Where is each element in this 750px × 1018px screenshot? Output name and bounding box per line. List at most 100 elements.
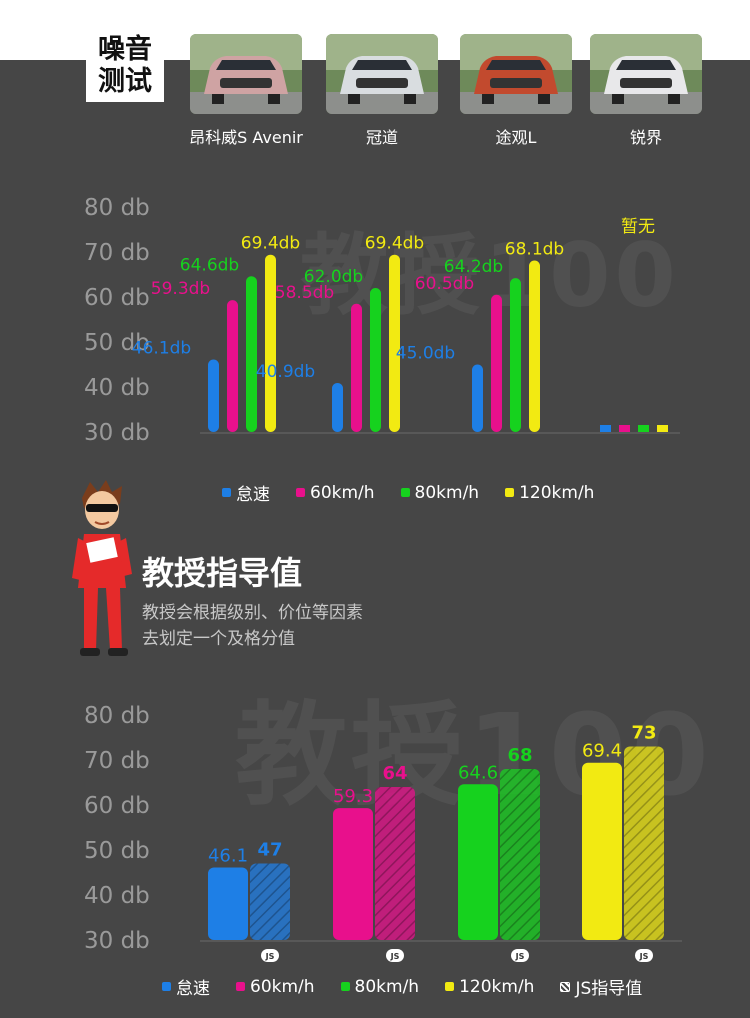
data-label: 64.6 xyxy=(458,762,498,783)
legend-swatch xyxy=(340,982,350,991)
car-name: 途观L xyxy=(495,128,537,147)
js-badge xyxy=(261,949,279,962)
car-card: 昂科威S Avenir xyxy=(187,34,305,148)
data-label: 68 xyxy=(507,745,532,766)
js-badge-label: JS xyxy=(639,952,649,961)
guide-desc-line2: 去划定一个及格分值 xyxy=(142,629,295,649)
data-label: 59.3db xyxy=(151,279,210,299)
data-label: 64.2db xyxy=(444,257,503,277)
y-tick-label: 80 db xyxy=(84,703,150,729)
legend-item: 怠速 xyxy=(222,480,270,505)
legend-swatch xyxy=(400,488,410,497)
watermark: 教授100 xyxy=(300,224,680,327)
bar-measured xyxy=(333,808,373,940)
legend-label: JS指导值 xyxy=(575,979,643,999)
data-label: 64 xyxy=(382,763,407,784)
bar xyxy=(389,254,400,432)
bar xyxy=(332,382,343,432)
legend-item: JS指导值 xyxy=(560,974,642,999)
white-suv-photo xyxy=(326,34,438,114)
guide-title: 教授指导值 xyxy=(142,554,303,592)
data-label: 59.3 xyxy=(333,786,373,807)
y-tick-label: 50 db xyxy=(84,330,150,356)
js-badge-label: JS xyxy=(390,952,400,961)
bar xyxy=(491,294,502,432)
guide-chart-legend: 怠速 60km/h 80km/h 120km/h JS指导值 xyxy=(162,974,668,999)
js-badge-label: JS xyxy=(265,952,275,961)
car-name: 昂科威S Avenir xyxy=(189,128,303,147)
guide-desc-line1: 教授会根据级别、价位等因素 xyxy=(142,603,363,623)
car-card: 途观L xyxy=(457,34,575,148)
legend-swatch xyxy=(505,488,515,497)
legend-label: 怠速 xyxy=(176,979,210,999)
legend-label: 120km/h xyxy=(519,482,595,503)
guide-description: 教授会根据级别、价位等因素 去划定一个及格分值 xyxy=(142,600,363,652)
car-card: 锐界 xyxy=(587,34,705,148)
bar xyxy=(351,303,362,432)
data-label: 64.6db xyxy=(180,255,239,275)
js-badge xyxy=(635,949,653,962)
legend-swatch xyxy=(236,982,245,991)
title-line1: 噪音 xyxy=(98,34,152,65)
legend-swatch xyxy=(560,981,571,992)
data-label: 60.5db xyxy=(415,274,474,294)
guide-chart: 80 db 70 db 60 db 50 db 40 db 30 db 46.1 47 JS 59… xyxy=(84,703,682,962)
data-label: 73 xyxy=(631,723,656,744)
bar-measured xyxy=(458,784,498,940)
data-label: 45.0db xyxy=(396,344,455,364)
bar-measured xyxy=(208,867,248,940)
js-badge xyxy=(511,949,529,962)
red-suv-photo xyxy=(460,34,572,114)
data-label: 58.5db xyxy=(275,283,334,303)
bar-missing xyxy=(619,425,630,432)
data-label: 69.4db xyxy=(365,234,424,254)
car-card: 冠道 xyxy=(323,34,441,148)
legend-item: 120km/h xyxy=(505,483,594,503)
car-name: 冠道 xyxy=(365,128,398,147)
data-label: 69.4db xyxy=(241,234,300,254)
missing-data-label: 暂无 xyxy=(621,217,655,237)
bar xyxy=(370,288,381,432)
y-tick-label: 30 db xyxy=(84,928,150,954)
section-title: 噪音 测试 xyxy=(86,30,164,102)
y-tick-label: 60 db xyxy=(84,793,150,819)
bar-missing xyxy=(600,425,611,432)
bar-missing xyxy=(638,425,649,432)
white-suv-photo xyxy=(590,34,702,114)
bar xyxy=(472,364,483,432)
data-label: 47 xyxy=(257,840,282,861)
bar-guide xyxy=(250,863,290,940)
legend-swatch xyxy=(445,982,455,991)
bar xyxy=(510,278,521,432)
data-label: 62.0db xyxy=(304,267,363,287)
y-tick-label: 40 db xyxy=(84,375,150,401)
y-tick-label: 70 db xyxy=(84,240,150,266)
bar xyxy=(246,276,257,432)
legend-item: 80km/h xyxy=(400,482,480,503)
bar xyxy=(265,254,276,432)
data-label: 46.1 xyxy=(208,846,248,867)
legend-item: 80km/h xyxy=(340,976,420,997)
y-tick-label: 80 db xyxy=(84,195,150,221)
legend-item: 120km/h xyxy=(445,977,534,997)
bar-guide xyxy=(375,787,415,940)
noise-chart: 80 db 70 db 60 db 50 db 40 db 30 db 46.1db 59.3… xyxy=(84,195,680,446)
legend-swatch xyxy=(162,982,171,991)
legend-label: 怠速 xyxy=(236,485,270,505)
bar-guide xyxy=(624,746,664,940)
data-label: 69.4 xyxy=(582,741,622,762)
car-name: 锐界 xyxy=(629,128,662,147)
title-line2: 测试 xyxy=(98,66,152,97)
legend-item: 怠速 xyxy=(162,974,210,999)
legend-swatch xyxy=(296,488,305,497)
y-tick-label: 60 db xyxy=(84,285,150,311)
data-label: 68.1db xyxy=(505,240,564,260)
js-badge xyxy=(386,949,404,962)
legend-label: 80km/h xyxy=(354,976,420,997)
y-tick-label: 40 db xyxy=(84,883,150,909)
professor-mascot xyxy=(72,480,132,656)
y-tick-label: 50 db xyxy=(84,838,150,864)
data-label: 40.9db xyxy=(256,362,315,382)
legend-label: 60km/h xyxy=(250,976,315,997)
legend-label: 80km/h xyxy=(414,482,480,503)
